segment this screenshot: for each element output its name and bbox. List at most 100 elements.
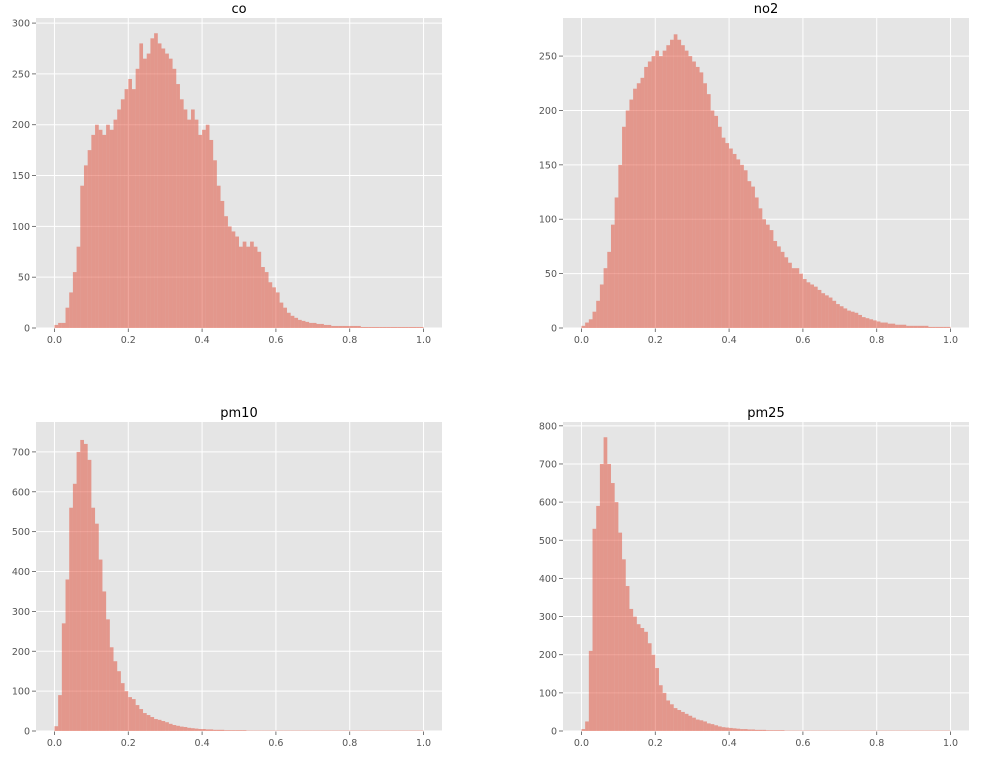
histogram-bar [131,89,136,328]
histogram-bar [677,710,682,731]
histogram-bar [928,326,933,328]
histogram-bar [106,124,110,328]
histogram-bar [832,300,837,328]
histogram-bar [298,319,302,328]
histogram-bar [592,528,597,731]
histogram-bar [644,631,648,731]
histogram-bar [231,231,236,328]
histogram-bar [847,310,851,328]
histogram-bar [610,483,615,731]
histogram-bar [917,325,922,328]
x-tick-label: 1.0 [416,335,431,346]
histogram-bar [747,729,752,731]
histogram-bar [113,661,118,731]
histogram-bar [357,325,361,328]
histogram-bar [165,53,169,329]
histogram-bar [65,579,70,731]
histogram-bar [113,119,118,328]
histogram-bar [187,119,192,328]
subplot-title: pm10 [220,406,257,421]
histogram-bar [839,306,844,328]
histogram-bar [143,713,147,731]
histogram-bar [165,722,169,731]
histogram-bar [913,325,918,328]
y-tick-label: 300 [12,19,30,30]
histogram-bar [751,729,755,731]
histogram-bar [780,251,785,328]
histogram-bar [946,326,951,328]
histogram-bar [179,726,184,731]
histogram-bar [703,721,707,731]
histogram-bars [581,437,951,731]
histogram-bar [710,110,715,328]
histogram-bar [80,439,84,731]
histogram-bar [205,124,210,328]
histogram-bar [909,325,914,328]
histogram-bar [854,312,859,328]
histogram-bar [69,292,73,328]
histogram-bar [865,318,870,328]
histogram-bar [684,50,689,328]
histogram-bar [902,324,907,328]
histogram-bar [636,83,641,329]
histogram-bar [714,725,719,731]
subplot-pm10: 0.0 0.2 0.4 0.6 0.8 1.0 0 100 200 300 400 500 600 700… [12,406,442,749]
histogram-bar [828,297,833,328]
y-tick-label: 300 [12,607,30,618]
histogram-bar [250,241,254,328]
histogram-bar [751,186,755,328]
histogram-bar [301,320,306,328]
y-tick-label: 200 [12,647,30,658]
histogram-bar [246,246,251,328]
histogram-bar [614,197,619,328]
histogram-bar [758,208,763,328]
histogram-bar [72,483,77,731]
y-tick-label: 400 [12,567,30,578]
histogram-bar [390,326,395,328]
y-tick-label: 500 [539,536,557,547]
histogram-bar [762,219,766,328]
histogram-bar [729,727,733,731]
histogram-bar [209,729,214,731]
histogram-bar [884,322,888,328]
histogram-bar [275,292,280,328]
histogram-bar [754,197,759,328]
histogram-bar [729,148,733,328]
histogram-bar [102,591,107,731]
histogram-bar [54,726,59,731]
histogram-bar [599,463,604,731]
histogram-bar [780,730,785,731]
histogram-bar [607,463,611,731]
histogram-bar [338,325,343,328]
histogram-bar [581,729,586,731]
histogram-bar [261,267,265,328]
x-tick-label: 1.0 [943,738,958,749]
histogram-bar [202,729,206,731]
histogram-bar [76,246,81,328]
histogram-bar [906,325,910,328]
histogram-bar [921,325,925,328]
histogram-bar [128,78,132,328]
subplot-title: no2 [754,2,778,17]
y-tick-label: 700 [12,447,30,458]
histogram-bar [139,43,144,328]
y-tick-label: 800 [539,421,557,432]
x-tick-label: 0.0 [47,738,62,749]
histogram-bar [658,685,663,731]
histogram-bar [117,109,121,329]
histogram-bar [810,284,814,328]
y-tick-label: 250 [12,69,30,80]
histogram-bar [585,721,589,731]
histogram-bar [629,99,634,328]
histogram-bar [61,322,66,328]
histogram-bar [861,317,866,328]
histogram-bar [87,150,92,328]
histogram-bar [802,279,807,328]
histogram-bar [747,181,752,328]
histogram-bar [202,129,206,328]
histogram-bar [740,164,744,328]
histogram-bar [736,159,741,328]
histogram-bar [692,717,696,731]
histogram-bar [670,704,674,731]
